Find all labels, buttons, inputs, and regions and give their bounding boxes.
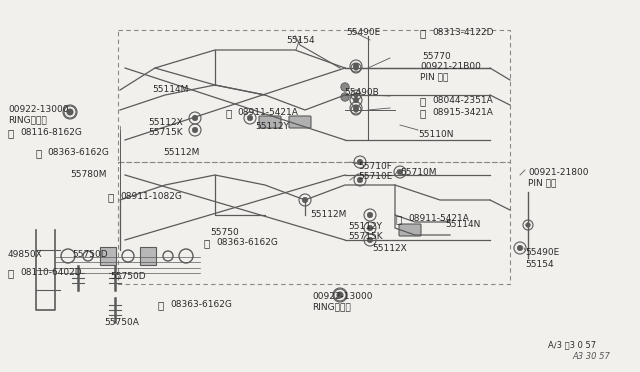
Text: 55750D: 55750D (110, 272, 146, 281)
Text: Ⓢ: Ⓢ (35, 148, 41, 158)
Text: Ⓢ: Ⓢ (158, 300, 164, 310)
Text: 00921-21800: 00921-21800 (528, 168, 589, 177)
Text: 55770: 55770 (422, 52, 451, 61)
Text: Ⓝ: Ⓝ (225, 108, 231, 118)
Text: A3 30 57: A3 30 57 (572, 352, 610, 361)
Circle shape (354, 66, 358, 70)
Text: 00921-21B00: 00921-21B00 (420, 62, 481, 71)
Text: 55490E: 55490E (525, 248, 559, 257)
Text: 55780M: 55780M (70, 170, 106, 179)
Circle shape (353, 105, 358, 111)
Text: 00922-13000: 00922-13000 (8, 105, 68, 114)
Text: 55750A: 55750A (104, 318, 139, 327)
Text: 55112Y: 55112Y (348, 222, 382, 231)
Text: 08044-2351A: 08044-2351A (432, 96, 493, 105)
Text: Ⓢ: Ⓢ (420, 28, 426, 38)
Text: 08363-6162G: 08363-6162G (47, 148, 109, 157)
Text: 55154: 55154 (286, 36, 315, 45)
Text: 55710M: 55710M (400, 168, 436, 177)
Text: 55490E: 55490E (346, 28, 380, 37)
Text: Ⓑ: Ⓑ (420, 96, 426, 106)
Text: 55112M: 55112M (163, 148, 200, 157)
Text: RINGリング: RINGリング (312, 302, 351, 311)
Text: 08911-1082G: 08911-1082G (120, 192, 182, 201)
Circle shape (337, 292, 343, 298)
Text: 08110-6402D: 08110-6402D (20, 268, 82, 277)
Text: 55710E: 55710E (358, 172, 392, 181)
Text: RINGリング: RINGリング (8, 115, 47, 124)
Text: 08313-4122D: 08313-4122D (432, 28, 493, 37)
Text: Ⓑ: Ⓑ (8, 128, 14, 138)
Circle shape (192, 115, 198, 121)
Text: 55154: 55154 (525, 260, 554, 269)
FancyBboxPatch shape (399, 224, 421, 236)
Circle shape (247, 115, 253, 121)
Bar (118, 162, 510, 284)
Bar (100, 247, 116, 265)
Text: 55114M: 55114M (152, 85, 188, 94)
Circle shape (341, 93, 349, 101)
Text: 55750D: 55750D (72, 250, 108, 259)
FancyBboxPatch shape (289, 116, 311, 128)
Text: PIN ピン: PIN ピン (420, 72, 449, 81)
Circle shape (525, 223, 531, 227)
Text: A∕3 【3 0 57: A∕3 【3 0 57 (548, 340, 596, 349)
Text: 49850X: 49850X (8, 250, 43, 259)
Circle shape (192, 127, 198, 133)
Circle shape (397, 169, 403, 175)
Circle shape (357, 159, 363, 165)
Text: 08363-6162G: 08363-6162G (170, 300, 232, 309)
Text: 55112Y: 55112Y (255, 122, 289, 131)
Text: 55112X: 55112X (372, 244, 407, 253)
Circle shape (367, 225, 372, 231)
Text: 55490B: 55490B (344, 88, 379, 97)
Text: 55112M: 55112M (310, 210, 346, 219)
Text: 08363-6162G: 08363-6162G (216, 238, 278, 247)
Text: 55750: 55750 (210, 228, 239, 237)
Text: 55710F: 55710F (358, 162, 392, 171)
Text: 08911-5421A: 08911-5421A (237, 108, 298, 117)
Circle shape (367, 212, 372, 218)
Text: 08915-3421A: 08915-3421A (432, 108, 493, 117)
Circle shape (341, 83, 349, 91)
Bar (140, 247, 156, 265)
Circle shape (337, 292, 342, 298)
Circle shape (367, 237, 372, 243)
Text: 55715K: 55715K (148, 128, 182, 137)
Text: 55110N: 55110N (418, 130, 454, 139)
Text: Ⓢ: Ⓢ (204, 238, 211, 248)
Circle shape (517, 245, 523, 251)
Circle shape (67, 109, 73, 115)
Circle shape (357, 177, 363, 183)
Bar (118, 30, 510, 162)
Text: Ⓝ: Ⓝ (396, 214, 403, 224)
Circle shape (353, 97, 358, 103)
Circle shape (354, 108, 358, 112)
Text: 55112X: 55112X (148, 118, 183, 127)
Text: Ⓝ: Ⓝ (108, 192, 115, 202)
Circle shape (353, 63, 358, 69)
Circle shape (354, 93, 358, 97)
Text: 08116-8162G: 08116-8162G (20, 128, 82, 137)
Text: Ⓑ: Ⓑ (8, 268, 14, 278)
Text: 08911-5421A: 08911-5421A (408, 214, 469, 223)
Text: 55114N: 55114N (445, 220, 481, 229)
Text: Ⓥ: Ⓥ (420, 108, 426, 118)
Circle shape (67, 109, 73, 115)
Circle shape (302, 197, 308, 203)
Text: 55715K: 55715K (348, 232, 383, 241)
Text: 00922-13000: 00922-13000 (312, 292, 372, 301)
Text: PIN ピン: PIN ピン (528, 178, 556, 187)
FancyBboxPatch shape (259, 116, 281, 128)
